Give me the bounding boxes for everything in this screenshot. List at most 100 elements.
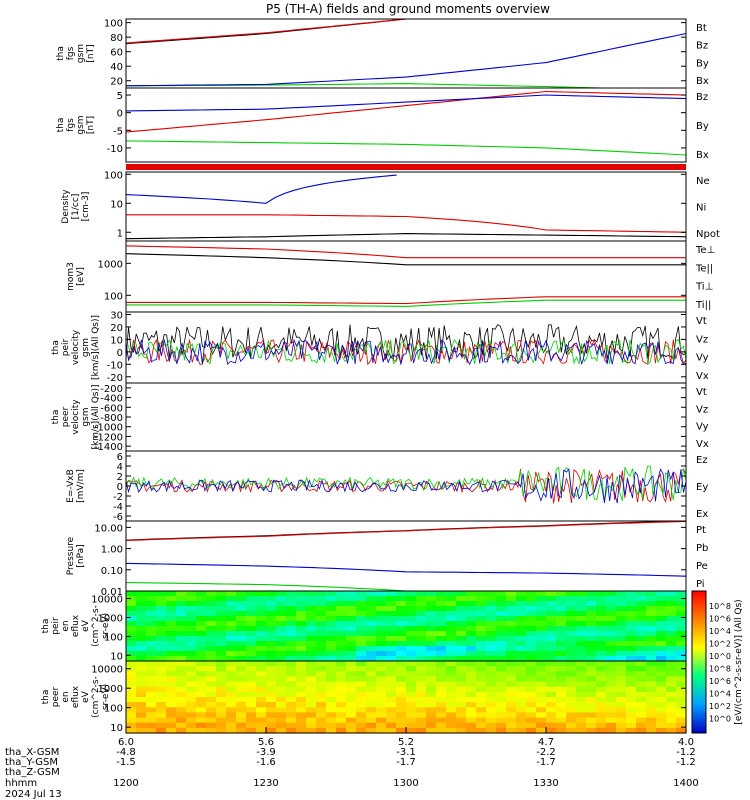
series-group — [125, 465, 687, 504]
spectrogram-cell — [576, 656, 587, 662]
spectrogram-cell — [296, 717, 307, 724]
spectrogram-cell — [336, 636, 347, 642]
y-ticks: 10.001.000.100.01 — [94, 523, 686, 598]
spectrogram-cell — [606, 702, 617, 708]
spectrogram-cell — [246, 601, 257, 607]
spectrogram-cell — [386, 707, 397, 713]
spectrogram-cell — [486, 702, 497, 708]
spectrogram-cell — [626, 676, 637, 683]
spectrogram-cell — [456, 691, 467, 698]
spectrogram-cell — [196, 656, 207, 662]
spectrogram-cell — [516, 611, 527, 617]
series-Te⊥ — [125, 245, 686, 259]
spectrogram-cell — [246, 681, 257, 688]
spectrogram-cell — [446, 722, 457, 729]
spectrogram-cell — [636, 686, 647, 693]
series-Ex — [125, 468, 687, 504]
spectrogram-cell — [546, 722, 557, 729]
spectrogram-cell — [276, 611, 287, 617]
spectrogram-cell — [186, 666, 197, 672]
spectrogram-cell — [216, 596, 227, 602]
spectrogram-cell — [426, 676, 437, 683]
spectrogram-cell — [186, 697, 197, 703]
spectrogram-cell — [516, 712, 527, 719]
spectrogram-cell — [276, 671, 287, 677]
spectrogram-cell — [466, 616, 477, 622]
spectrogram-cell — [576, 702, 587, 708]
spectrogram-cell — [486, 712, 497, 719]
spectrogram-cell — [196, 717, 207, 724]
spectrogram-cell — [596, 681, 607, 688]
spectrogram-cell — [606, 717, 617, 724]
x-tick-x: -1.2 — [676, 747, 696, 758]
spectrogram-cell — [356, 656, 367, 662]
spectrogram-cell — [556, 691, 567, 698]
spectrogram-cell — [656, 651, 667, 657]
spectrogram-cell — [426, 621, 437, 627]
spectrogram-cell — [416, 616, 427, 622]
spectrogram-cell — [546, 691, 557, 698]
spectrogram-cell — [216, 646, 227, 652]
spectrogram-cell — [496, 621, 507, 627]
spectrogram-cell — [156, 596, 167, 602]
spectrogram-cell — [146, 676, 157, 683]
spectrogram-cell — [486, 596, 497, 602]
spectrogram-cell — [136, 676, 147, 683]
y-tick-label: 10000 — [91, 665, 123, 676]
series-By — [126, 83, 686, 89]
spectrogram-cell — [486, 656, 497, 662]
y-tick-label: 0.10 — [101, 566, 123, 577]
y-tick-label: 1.00 — [101, 545, 123, 556]
spectrogram-cell — [506, 686, 517, 693]
spectrogram-cell — [216, 656, 227, 662]
spectrogram-cell — [456, 626, 467, 632]
spectrogram-cell — [386, 712, 397, 719]
spectrogram-cell — [256, 611, 267, 617]
spectrogram-cell — [196, 646, 207, 652]
spectrogram-cell — [236, 636, 247, 642]
spectrogram-cell — [386, 717, 397, 724]
y-label-line: fgs — [66, 46, 76, 60]
spectrogram-cell — [646, 626, 657, 632]
spectrogram-cell — [376, 606, 387, 612]
spectrogram-cell — [336, 676, 347, 683]
spectrogram-cell — [286, 691, 297, 698]
spectrogram-cell — [256, 616, 267, 622]
spectrogram-cell — [616, 646, 627, 652]
spectrogram-cell — [576, 641, 587, 647]
spectrogram-cell — [406, 697, 417, 703]
spectrogram-cell — [226, 702, 237, 708]
spectrogram-cell — [346, 697, 357, 703]
spectrogram-cell — [376, 656, 387, 662]
spectrogram-cell — [616, 631, 627, 637]
series-Bx — [125, 32, 687, 87]
spectrogram-cell — [676, 656, 687, 662]
spectrogram-cell — [196, 641, 207, 647]
y-tick-label: 10 — [110, 335, 123, 346]
spectrogram-cell — [296, 606, 307, 612]
spectrogram-cell — [136, 727, 147, 734]
spectrogram-cell — [356, 671, 367, 677]
spectrogram-cell — [526, 631, 537, 637]
spectrogram-cell — [346, 661, 357, 667]
series-Pi — [125, 562, 687, 577]
spectrogram-cell — [636, 671, 647, 677]
spectrogram-cell — [156, 611, 167, 617]
spectrogram-cell — [566, 666, 577, 672]
spectrogram-cell — [246, 641, 257, 647]
spectrogram-cell — [536, 727, 547, 734]
spectrogram-cell — [666, 702, 677, 708]
spectrogram-cell — [656, 591, 667, 597]
series-group — [125, 324, 687, 366]
spectrogram-cell — [616, 717, 627, 724]
spectrogram-cell — [486, 707, 497, 713]
spectrogram-cell — [616, 707, 627, 713]
spectrogram-cell — [436, 671, 447, 677]
spectrogram-cell — [526, 722, 537, 729]
spectrogram-cell — [436, 712, 447, 719]
spectrogram-cell — [296, 671, 307, 677]
spectrogram-cell — [636, 681, 647, 688]
spectrogram-cell — [556, 646, 567, 652]
spectrogram-cell — [406, 727, 417, 734]
spectrogram-cell — [176, 596, 187, 602]
